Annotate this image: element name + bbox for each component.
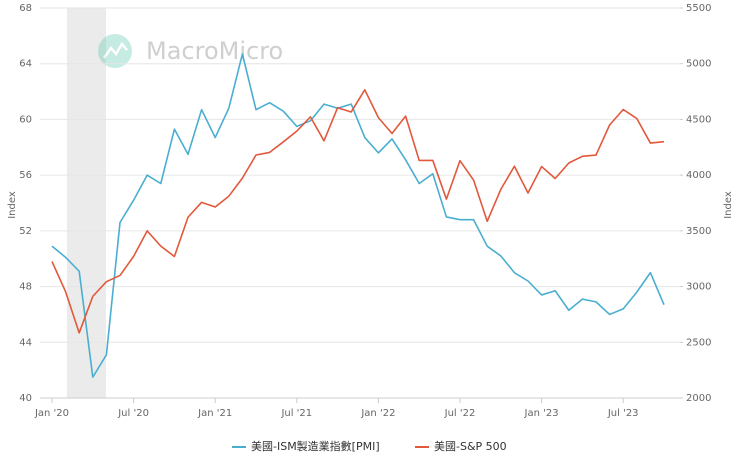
legend-label: 美國-ISM製造業指數[PMI] [251,439,380,453]
x-tick-label: Jul '20 [117,408,149,419]
y2-tick-label: 4000 [686,170,711,181]
y-tick-label: 48 [19,282,32,293]
watermark: MacroMicro [146,37,283,65]
legend-label: 美國-S&P 500 [434,440,507,453]
y2-axis-title: Index [723,191,734,219]
logo [98,34,132,68]
x-tick-label: Jul '23 [607,408,639,419]
y-tick-label: 60 [19,114,32,125]
y2-tick-label: 2000 [686,393,711,404]
y-tick-label: 56 [19,170,32,181]
y-tick-label: 52 [19,226,32,237]
y-tick-label: 68 [19,3,32,14]
x-tick-label: Jan '23 [524,408,559,419]
y-tick-label: 40 [19,393,32,404]
y-tick-label: 64 [19,59,32,70]
series-line [51,88,665,334]
series-line [51,53,665,378]
y-axis-title: Index [7,191,18,219]
y2-tick-label: 5500 [686,3,711,14]
y2-tick-label: 3000 [686,282,711,293]
x-tick-label: Jul '21 [280,408,312,419]
x-tick-label: Jul '22 [444,408,476,419]
y-tick-label: 44 [19,337,32,348]
y2-tick-label: 4500 [686,114,711,125]
y2-tick-label: 3500 [686,226,711,237]
y2-tick-label: 5000 [686,59,711,70]
x-tick-label: Jan '21 [197,408,232,419]
y2-tick-label: 2500 [686,337,711,348]
recession-band [67,8,106,398]
x-tick-label: Jan '22 [360,408,395,419]
x-tick-label: Jan '20 [34,408,69,419]
